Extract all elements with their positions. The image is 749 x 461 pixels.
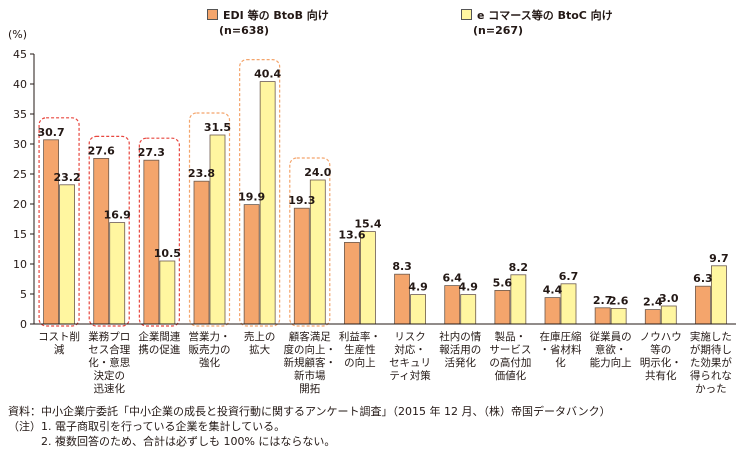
data-label-btob: 23.8 bbox=[188, 167, 215, 180]
bar-btoc bbox=[610, 307, 627, 325]
bar-btob bbox=[243, 204, 260, 325]
y-tick-label: 15 bbox=[13, 228, 27, 241]
bar-btob bbox=[644, 309, 661, 325]
legend-btoc-swatch bbox=[461, 9, 472, 20]
y-tick-label: 25 bbox=[13, 168, 27, 181]
data-label-btob: 30.7 bbox=[38, 126, 65, 139]
data-label-btoc: 2.6 bbox=[609, 294, 629, 307]
data-label-btob: 5.6 bbox=[493, 276, 513, 289]
bar-btoc bbox=[460, 294, 477, 325]
bar-btoc bbox=[109, 222, 126, 325]
data-label-btob: 13.6 bbox=[338, 228, 365, 241]
y-axis-unit-label: (%) bbox=[8, 28, 27, 41]
highlight-box bbox=[239, 58, 281, 327]
note-1: （注）1. 電子商取引を行っている企業を集計している。 bbox=[8, 420, 286, 433]
x-category-label: 売上の拡大 bbox=[244, 330, 276, 356]
x-category-label: コスト削減 bbox=[38, 330, 80, 356]
highlight-box bbox=[188, 112, 231, 327]
y-tick-label: 45 bbox=[13, 48, 27, 61]
bar-btoc bbox=[360, 231, 376, 325]
bar-chart: (%) 0 5 10 15 20 25 30 35 40 45 30.7 27.6 27.3 23.8 19.… bbox=[8, 28, 736, 395]
data-label-btoc: 24.0 bbox=[304, 166, 331, 179]
data-label-btob: 27.6 bbox=[88, 144, 115, 157]
bar-btoc bbox=[560, 283, 577, 325]
highlight-box bbox=[138, 137, 180, 327]
data-label-btob: 19.9 bbox=[238, 191, 265, 204]
data-label-btoc: 10.5 bbox=[154, 247, 181, 260]
legend-btob-label: EDI 等の BtoB 向け bbox=[223, 9, 329, 22]
y-tick-label: 40 bbox=[13, 78, 27, 91]
data-label-btob: 4.4 bbox=[543, 284, 563, 297]
data-label-btoc: 4.9 bbox=[408, 281, 428, 294]
legend-btoc-label: e コマース等の BtoC 向け bbox=[477, 9, 613, 22]
data-label-btob: 2.7 bbox=[593, 294, 613, 307]
bar-btoc bbox=[159, 260, 176, 325]
data-label-btoc: 15.4 bbox=[354, 218, 381, 231]
bar-btob bbox=[43, 139, 59, 325]
data-label-btob: 2.4 bbox=[643, 296, 663, 309]
data-label-btoc: 40.4 bbox=[254, 68, 281, 81]
legend-btob-n: (n=638) bbox=[219, 24, 270, 37]
data-label-btob: 6.3 bbox=[693, 272, 713, 285]
bar-btoc bbox=[510, 274, 527, 325]
bar-btob bbox=[143, 159, 160, 325]
note-source: 資料：中小企業庁委託「中小企業の成長と投資行動に関するアンケート調査」（2015… bbox=[8, 405, 611, 418]
data-label-btoc: 4.9 bbox=[458, 281, 478, 294]
bar-btoc bbox=[410, 294, 426, 325]
bar-btoc bbox=[711, 265, 727, 325]
x-category-label: 製品・サービスの高付加価値化 bbox=[489, 330, 531, 382]
data-label-btob: 19.3 bbox=[288, 194, 315, 207]
y-tick-label: 0 bbox=[20, 318, 27, 331]
bar-btob bbox=[695, 285, 711, 325]
data-label-btob: 27.3 bbox=[138, 146, 165, 159]
bar-btob bbox=[93, 157, 110, 325]
bar-btob bbox=[444, 285, 461, 325]
data-label-btoc: 3.0 bbox=[659, 292, 679, 305]
data-label-btoc: 6.7 bbox=[559, 270, 579, 283]
bar-btob bbox=[394, 273, 410, 325]
x-category-label: 実施したが期待した効果が得られなかった bbox=[690, 330, 732, 395]
legend-btoc: e コマース等の BtoC 向け bbox=[461, 9, 613, 23]
y-tick-label: 5 bbox=[20, 288, 27, 301]
x-category-label: ノウハウ等の明示化・共有化 bbox=[640, 331, 682, 382]
x-category-label: リスク対応・セキュリティ対策 bbox=[389, 331, 431, 382]
y-tick-label: 10 bbox=[13, 258, 27, 271]
highlight-box bbox=[289, 157, 331, 327]
x-category-label: 在庫圧縮・省材料化 bbox=[540, 330, 582, 369]
highlight-box bbox=[88, 135, 130, 327]
y-tick-label: 20 bbox=[13, 198, 27, 211]
data-label-btob: 8.3 bbox=[392, 260, 412, 273]
bar-btoc bbox=[59, 184, 75, 325]
data-label-btoc: 8.2 bbox=[509, 261, 529, 274]
bar-btoc bbox=[209, 134, 226, 325]
bar-btob bbox=[494, 289, 511, 325]
x-category-label: 従業員の意欲・能力向上 bbox=[590, 330, 632, 369]
data-label-btoc: 9.7 bbox=[709, 252, 729, 265]
bar-btob bbox=[193, 180, 210, 325]
legend-btob-swatch bbox=[207, 9, 218, 20]
x-category-label: 利益率・生産性の向上 bbox=[339, 330, 381, 369]
highlight-box bbox=[38, 117, 80, 327]
x-category-label: 業務プロセス合理化・意思決定の迅速化 bbox=[88, 330, 130, 395]
bar-btob bbox=[293, 207, 310, 325]
x-category-label: 企業間連携の促進 bbox=[138, 330, 180, 356]
source-notes: 資料：中小企業庁委託「中小企業の成長と投資行動に関するアンケート調査」（2015… bbox=[8, 404, 611, 449]
bar-btob bbox=[344, 241, 360, 325]
legend-btob: EDI 等の BtoB 向け bbox=[207, 9, 329, 23]
x-category-label: 社内の情報活用の活発化 bbox=[439, 330, 481, 369]
legend-btoc-n: (n=267) bbox=[473, 24, 524, 37]
x-category-label: 顧客満足度の向上・新規顧客・新市場開拓 bbox=[284, 330, 337, 395]
data-label-btoc: 16.9 bbox=[104, 209, 131, 222]
bar-btoc bbox=[660, 305, 677, 325]
y-tick-label: 35 bbox=[13, 108, 27, 121]
x-category-label: 営業力・販売力の強化 bbox=[189, 330, 231, 369]
bar-btob bbox=[544, 297, 561, 325]
data-label-btob: 6.4 bbox=[442, 272, 462, 285]
y-tick-label: 30 bbox=[13, 138, 27, 151]
bar-btob bbox=[594, 307, 611, 325]
data-label-btoc: 31.5 bbox=[204, 121, 231, 134]
note-2: 2. 複数回答のため、合計は必ずしも 100% にはならない。 bbox=[8, 435, 336, 448]
data-label-btoc: 23.2 bbox=[54, 171, 81, 184]
